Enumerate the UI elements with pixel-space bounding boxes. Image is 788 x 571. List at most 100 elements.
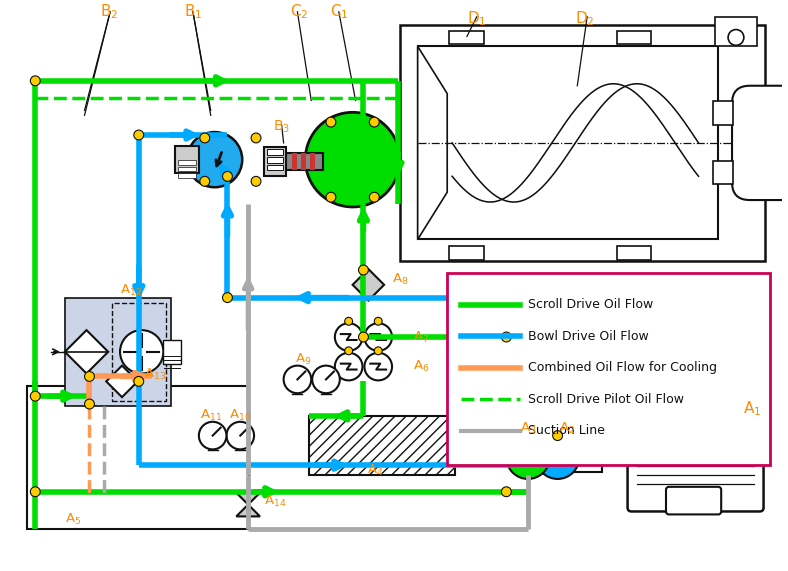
Text: A$_1$: A$_1$ (743, 400, 761, 419)
Bar (716, 17, 756, 46)
Polygon shape (418, 46, 448, 239)
Circle shape (226, 422, 254, 449)
Bar (292, 153, 297, 171)
Circle shape (507, 436, 550, 479)
Text: D$_1$: D$_1$ (467, 9, 487, 28)
Bar (178, 160, 196, 164)
Text: B$_1$: B$_1$ (184, 2, 203, 21)
Circle shape (364, 323, 392, 351)
Circle shape (187, 132, 242, 187)
Text: A$_5$: A$_5$ (65, 512, 81, 527)
Bar (267, 156, 283, 163)
Circle shape (305, 112, 400, 207)
Polygon shape (65, 330, 108, 373)
Polygon shape (236, 493, 260, 505)
Circle shape (728, 30, 744, 45)
Bar (267, 149, 283, 155)
Circle shape (199, 422, 226, 449)
Circle shape (359, 332, 368, 342)
Bar (178, 167, 196, 171)
Bar (449, 246, 484, 260)
Bar (309, 416, 455, 475)
Circle shape (344, 347, 352, 355)
Circle shape (120, 330, 163, 373)
Text: A$_6$: A$_6$ (413, 359, 429, 374)
Text: A$_{11}$: A$_{11}$ (199, 408, 221, 424)
Circle shape (326, 117, 336, 127)
Polygon shape (106, 365, 138, 397)
Bar (28, 387, 249, 529)
Circle shape (84, 399, 95, 409)
Circle shape (374, 317, 382, 325)
Circle shape (370, 192, 379, 202)
Circle shape (335, 353, 362, 380)
Polygon shape (236, 505, 260, 516)
FancyBboxPatch shape (732, 86, 788, 200)
Bar (713, 102, 733, 125)
Text: Suction Line: Suction Line (528, 424, 605, 437)
Text: A$_{13}$: A$_{13}$ (143, 367, 166, 382)
Bar (400, 25, 764, 261)
Text: A$_{12}$: A$_{12}$ (120, 283, 142, 298)
Bar (178, 174, 196, 178)
Bar (448, 273, 771, 465)
Circle shape (344, 317, 352, 325)
Circle shape (134, 130, 143, 140)
Bar (310, 153, 315, 171)
Bar (449, 30, 484, 45)
Circle shape (536, 436, 579, 479)
Bar (264, 147, 285, 176)
Circle shape (326, 192, 336, 202)
Text: A$_8$: A$_8$ (392, 272, 408, 287)
Circle shape (222, 293, 232, 303)
Circle shape (312, 365, 340, 393)
Circle shape (501, 332, 511, 342)
Circle shape (374, 347, 382, 355)
Bar (65, 297, 171, 406)
Text: A$_2$: A$_2$ (559, 421, 575, 436)
Circle shape (222, 171, 232, 182)
Text: C$_1$: C$_1$ (329, 2, 348, 21)
Circle shape (364, 353, 392, 380)
Text: D$_2$: D$_2$ (575, 9, 595, 28)
Text: A$_7$: A$_7$ (413, 329, 429, 344)
Text: Scroll Drive Pilot Oil Flow: Scroll Drive Pilot Oil Flow (528, 393, 684, 405)
Text: Bowl Drive Oil Flow: Bowl Drive Oil Flow (528, 329, 649, 343)
Bar (175, 146, 199, 174)
Bar (163, 340, 181, 364)
Circle shape (134, 376, 143, 387)
Bar (267, 164, 283, 171)
Text: Combined Oil Flow for Cooling: Combined Oil Flow for Cooling (528, 361, 717, 374)
Text: Scroll Drive Oil Flow: Scroll Drive Oil Flow (528, 298, 653, 311)
Bar (617, 246, 651, 260)
Text: A$_3$: A$_3$ (520, 421, 536, 436)
Text: C$_2$: C$_2$ (290, 2, 309, 21)
Bar (301, 153, 307, 171)
Circle shape (370, 117, 379, 127)
Circle shape (31, 76, 40, 86)
Circle shape (84, 372, 95, 381)
Circle shape (501, 487, 511, 497)
Bar (285, 153, 323, 171)
Circle shape (31, 391, 40, 401)
Bar (713, 160, 733, 184)
Bar (112, 303, 166, 401)
Bar (563, 437, 602, 472)
Circle shape (335, 323, 362, 351)
Text: A$_{14}$: A$_{14}$ (264, 494, 286, 509)
Text: B$_2$: B$_2$ (100, 2, 118, 21)
FancyBboxPatch shape (666, 487, 721, 514)
FancyBboxPatch shape (627, 415, 764, 512)
Circle shape (200, 133, 210, 143)
Text: A$_{10}$: A$_{10}$ (229, 408, 251, 424)
Polygon shape (352, 269, 384, 300)
Circle shape (200, 176, 210, 186)
Circle shape (552, 431, 563, 440)
Circle shape (251, 176, 261, 186)
Text: A$_9$: A$_9$ (296, 352, 311, 367)
Circle shape (251, 133, 261, 143)
Text: A$_4$: A$_4$ (367, 463, 384, 477)
Circle shape (359, 265, 368, 275)
Bar (617, 30, 651, 45)
Bar (418, 46, 718, 239)
